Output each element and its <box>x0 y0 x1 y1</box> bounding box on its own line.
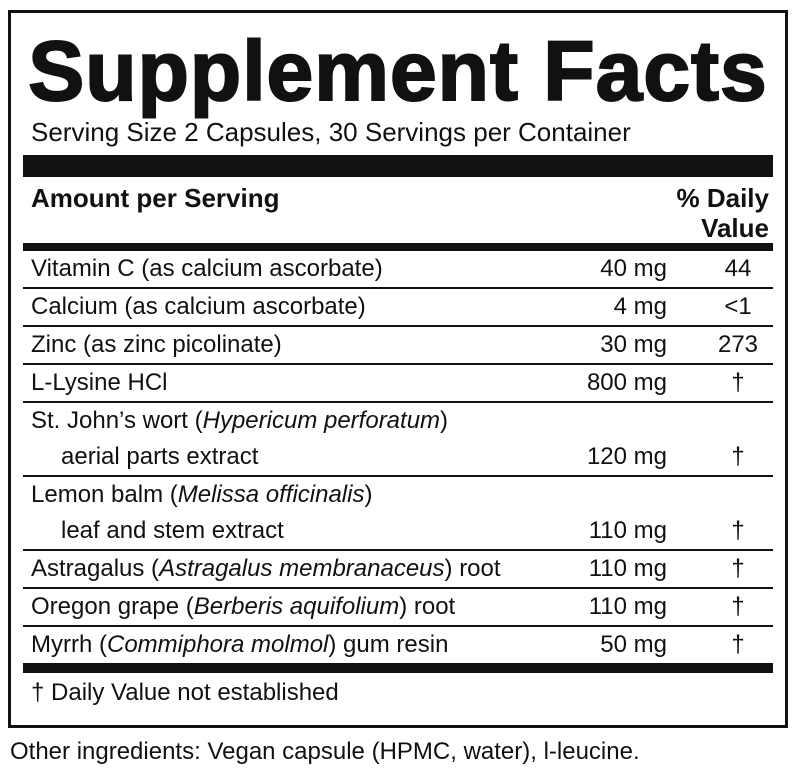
nutrient-name-line2: aerial parts extract <box>61 443 259 470</box>
nutrient-name: Myrrh (Commiphora molmol) gum resin <box>23 627 773 663</box>
nutrient-row: Zinc (as zinc picolinate) 30 mg 273 <box>23 325 773 363</box>
daily-value: † <box>731 593 745 620</box>
name-part: Lemon balm ( <box>31 481 178 508</box>
nutrient-row: St. John’s wort (Hypericum perforatum) ae… <box>23 401 773 475</box>
nutrient-name: Lemon balm (Melissa officinalis) <box>23 477 773 513</box>
name-part: Calcium (as calcium ascorbate) <box>31 293 366 320</box>
nutrient-row: Calcium (as calcium ascorbate) 4 mg <1 <box>23 287 773 325</box>
thick-rule <box>23 663 773 673</box>
serving-size: Serving Size 2 Capsules, 30 Servings per… <box>31 117 631 147</box>
nutrient-row: L-Lysine HCl 800 mg † <box>23 363 773 401</box>
dv-header: % Daily Value <box>677 183 770 243</box>
name-part: Zinc (as zinc picolinate) <box>31 331 282 358</box>
name-part: Astragalus membranaceus <box>159 555 445 582</box>
name-part: Astragalus ( <box>31 555 160 582</box>
amount: 110 mg <box>588 593 667 620</box>
nutrient-row: Lemon balm (Melissa officinalis) leaf and… <box>23 475 773 549</box>
title: Supplement Facts <box>27 23 768 119</box>
nutrient-name: Vitamin C (as calcium ascorbate) <box>23 251 773 287</box>
daily-value: 273 <box>717 331 759 358</box>
name-part: Commiphora molmol <box>106 631 329 658</box>
nutrient-rows: Vitamin C (as calcium ascorbate) 40 mg 44 C… <box>23 249 773 663</box>
amount: 120 mg <box>586 443 667 470</box>
name-part: ) root <box>444 555 501 582</box>
daily-value: † <box>731 369 745 396</box>
thick-rule <box>23 155 773 177</box>
nutrient-row: Myrrh (Commiphora molmol) gum resin 50 mg… <box>23 625 773 663</box>
amount: 800 mg <box>586 369 667 396</box>
daily-value: † <box>731 517 745 544</box>
nutrient-row: Oregon grape (Berberis aquifolium) root 1… <box>23 587 773 625</box>
daily-value: † <box>731 555 745 582</box>
other-ingredients: Other ingredients: Vegan capsule (HPMC, … <box>10 738 640 765</box>
name-part: ) <box>440 407 449 434</box>
facts-panel: Supplement Facts Serving Size 2 Capsules… <box>8 10 788 728</box>
name-part: ) root <box>399 593 456 620</box>
name-part: Vitamin C (as calcium ascorbate) <box>31 255 383 282</box>
name-part: Oregon grape ( <box>31 593 194 620</box>
dv-header-line: Value <box>701 213 769 243</box>
name-part: ) gum resin <box>328 631 449 658</box>
name-part: Melissa officinalis <box>177 481 365 508</box>
nutrient-name: Astragalus (Astragalus membranaceus) roo… <box>23 551 773 587</box>
name-part: L-Lysine HCl <box>31 369 168 396</box>
nutrient-name: St. John’s wort (Hypericum perforatum) <box>23 403 773 439</box>
amount: 4 mg <box>613 293 667 320</box>
name-part: St. John’s wort ( <box>31 407 203 434</box>
name-part: Myrrh ( <box>31 631 107 658</box>
name-part: Hypericum perforatum <box>202 407 441 434</box>
amount: 40 mg <box>600 255 667 282</box>
nutrient-row: Vitamin C (as calcium ascorbate) 40 mg 44 <box>23 249 773 287</box>
nutrient-row: Astragalus (Astragalus membranaceus) roo… <box>23 549 773 587</box>
nutrient-name: Zinc (as zinc picolinate) <box>23 327 773 363</box>
amount: 30 mg <box>600 331 667 358</box>
nutrient-name: L-Lysine HCl <box>23 365 773 401</box>
name-part: Berberis aquifolium <box>193 593 400 620</box>
nutrient-name-line2: leaf and stem extract <box>61 517 284 544</box>
amount: 110 mg <box>588 555 667 582</box>
nutrient-name: Oregon grape (Berberis aquifolium) root <box>23 589 773 625</box>
name-part: ) <box>364 481 373 508</box>
daily-value: 44 <box>724 255 752 282</box>
daily-value: † <box>731 443 745 470</box>
footnote: † Daily Value not established <box>31 679 339 706</box>
medium-rule <box>23 243 773 249</box>
amount-header: Amount per Serving <box>31 183 280 213</box>
dv-header-line: % Daily <box>676 183 770 213</box>
nutrient-name: Calcium (as calcium ascorbate) <box>23 289 773 325</box>
daily-value: † <box>731 631 745 658</box>
daily-value: <1 <box>724 293 752 320</box>
amount: 110 mg <box>588 517 667 544</box>
amount: 50 mg <box>600 631 667 658</box>
